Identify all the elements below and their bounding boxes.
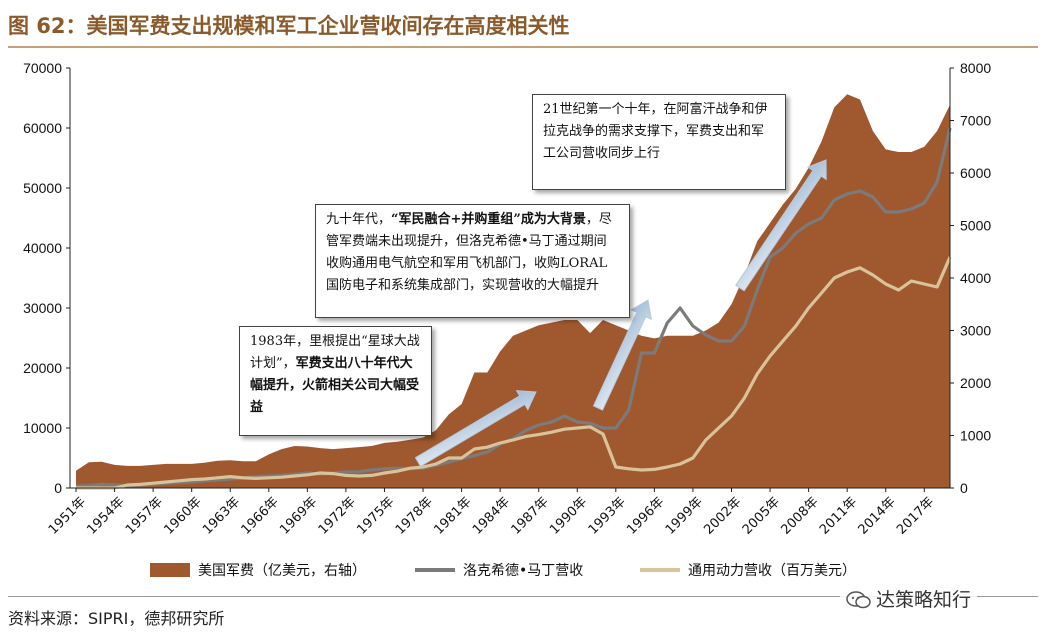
- annotation-nineties-bold: “军民融合+并购重组”成为大背景: [391, 212, 586, 227]
- legend-label-0: 美国军费（亿美元，右轴）: [198, 563, 366, 579]
- source-note: 资料来源：SIPRI，德邦研究所: [8, 609, 225, 628]
- wechat-icon: [846, 591, 871, 609]
- x-tick-label: 1981年: [431, 494, 474, 537]
- x-tick-label: 1993年: [586, 494, 629, 537]
- right-tick-label: 0: [960, 480, 968, 496]
- x-tick-label: 1990年: [547, 494, 590, 537]
- legend: 美国军费（亿美元，右轴） 洛克希德•马丁营收 通用动力营收（百万美元）: [150, 563, 856, 579]
- left-tick-label: 60000: [23, 120, 62, 136]
- legend-label-1: 洛克希德•马丁营收: [463, 563, 583, 579]
- series-area-0: [76, 94, 950, 489]
- x-tick-label: 1957年: [123, 494, 166, 537]
- x-tick-label: 1975年: [354, 494, 397, 537]
- title-divider: [8, 46, 1038, 48]
- chart-canvas: 0 10000 20000 30000 40000 50000 60000 70000 0 100…: [23, 60, 991, 579]
- trend-arrows: [414, 159, 827, 467]
- trend-arrow-1: [414, 390, 537, 467]
- left-tick-label: 50000: [23, 180, 62, 196]
- x-tick-label: 1960年: [162, 494, 205, 537]
- source-divider: [8, 596, 1038, 597]
- annotation-reagan-text: 1983年，里根提出“星球大战计划”，: [250, 334, 420, 371]
- right-tick-label: 6000: [960, 165, 991, 181]
- left-tick-label: 20000: [23, 360, 62, 376]
- x-tick-label: 2005年: [740, 494, 783, 537]
- chart-title: 图 62：美国军费支出规模和军工企业营收间存在高度相关性: [8, 14, 570, 38]
- x-tick-label: 1987年: [509, 494, 552, 537]
- trend-arrow-2-shape: [592, 299, 652, 411]
- watermark-text: 达策略知行: [876, 589, 972, 611]
- x-tick-label: 2002年: [701, 494, 744, 537]
- legend-swatch-0: [150, 563, 190, 577]
- trend-arrow-1-shape: [414, 390, 537, 467]
- left-tick-label: 70000: [23, 60, 62, 76]
- legend-label-2: 通用动力营收（百万美元）: [688, 563, 856, 579]
- x-tick-label: 1951年: [46, 494, 89, 537]
- watermark: 达策略知行: [840, 583, 978, 614]
- annotation-nineties: 九十年代，“军民融合+并购重组”成为大背景，尽管军费端未出现提升，但洛克希德•马…: [315, 204, 630, 318]
- right-tick-label: 5000: [960, 218, 991, 234]
- annotation-nineties-text2: ，尽管军费端未出现提升，但洛克希德•马丁通过期间收购通用电气航空和军用飞机部门，…: [326, 212, 612, 293]
- right-tick-label: 7000: [960, 113, 991, 129]
- x-tick-label: 1963年: [200, 494, 243, 537]
- x-tick-label: 2008年: [778, 494, 821, 537]
- right-tick-label: 3000: [960, 323, 991, 339]
- x-tick-label: 2017年: [894, 494, 937, 537]
- annotation-reagan: 1983年，里根提出“星球大战计划”，军费支出八十年代大幅提升，火箭相关公司大幅…: [239, 326, 432, 436]
- right-tick-label: 4000: [960, 270, 991, 286]
- x-tick-label: 1996年: [624, 494, 667, 537]
- left-tick-label: 0: [54, 480, 62, 496]
- annotation-nineties-text: 九十年代，: [326, 212, 392, 227]
- plot-area: [75, 94, 952, 490]
- annotation-reagan-bold: 军费支出八十年代大幅提升，火箭相关公司大幅受益: [250, 356, 420, 415]
- x-tick-label: 1984年: [470, 494, 513, 537]
- x-tick-label: 1966年: [239, 494, 282, 537]
- trend-arrow-3-shape: [735, 159, 827, 292]
- x-tick-label: 1978年: [393, 494, 436, 537]
- left-tick-label: 30000: [23, 300, 62, 316]
- x-tick-label: 2011年: [817, 494, 860, 537]
- x-tick-label: 1969年: [277, 494, 320, 537]
- annotation-2000s: 21世纪第一个十年，在阿富汗战争和伊拉克战争的需求支撑下，军费支出和军工公司营收…: [532, 94, 786, 190]
- series-line-2: [76, 256, 952, 490]
- annotation-2000s-text: 21世纪第一个十年，在阿富汗战争和伊拉克战争的需求支撑下，军费支出和军工公司营收…: [543, 102, 768, 161]
- right-tick-label: 1000: [960, 428, 991, 444]
- x-tick-label: 2014年: [856, 494, 899, 537]
- trend-arrow-2: [592, 299, 652, 411]
- x-tick-label: 1954年: [84, 494, 127, 537]
- left-tick-label: 10000: [23, 420, 62, 436]
- right-tick-label: 2000: [960, 375, 991, 391]
- x-tick-label: 1972年: [316, 494, 359, 537]
- trend-arrow-3: [735, 159, 827, 292]
- right-tick-label: 8000: [960, 60, 991, 76]
- left-tick-label: 40000: [23, 240, 62, 256]
- x-tick-label: 1999年: [663, 494, 706, 537]
